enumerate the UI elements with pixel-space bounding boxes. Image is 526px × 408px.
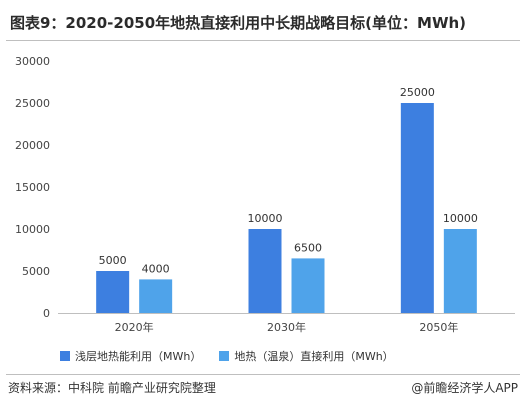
y-tick-label-6: 30000 — [15, 55, 50, 68]
bar-1-0 — [248, 229, 282, 313]
x-tick-label-1: 2030年 — [267, 320, 306, 334]
data-label-2-0: 25000 — [400, 86, 435, 99]
legend-swatch-series1 — [60, 351, 70, 361]
y-tick-label-5: 25000 — [15, 97, 50, 110]
bar-1-1 — [291, 258, 325, 313]
chart-title: 图表9：2020-2050年地热直接利用中长期战略目标(单位：MWh) — [10, 14, 467, 32]
legend-swatch-series2 — [219, 351, 230, 361]
legend-label-series1: 浅层地热能利用（MWh） — [75, 350, 202, 363]
data-label-1-1: 6500 — [294, 241, 322, 254]
brand-credit: @前瞻经济学人APP — [411, 381, 518, 395]
data-label-0-1: 4000 — [142, 262, 170, 275]
x-tick-label-2: 2050年 — [419, 320, 458, 334]
bar-chart: 0 5000 10000 15000 20000 25000 30000 5000 4000 20… — [15, 55, 515, 334]
y-tick-label-0: 0 — [43, 307, 50, 320]
chart-legend: 浅层地热能利用（MWh） 地热（温泉）直接利用（MWh） — [60, 348, 394, 364]
y-tick-label-4: 20000 — [15, 139, 50, 152]
bar-2-1 — [443, 229, 477, 313]
y-tick-label-1: 5000 — [22, 265, 50, 278]
legend-item-series1: 浅层地热能利用（MWh） — [60, 348, 201, 364]
legend-label-series2: 地热（温泉）直接利用（MWh） — [234, 350, 394, 363]
title-divider — [6, 40, 520, 41]
footer-divider — [6, 374, 520, 375]
y-tick-label-2: 10000 — [15, 223, 50, 236]
bar-0-1 — [139, 279, 173, 313]
bar-2-0 — [400, 103, 434, 313]
legend-item-series2: 地热（温泉）直接利用（MWh） — [219, 348, 394, 364]
data-label-0-0: 5000 — [99, 254, 127, 267]
y-tick-label-3: 15000 — [15, 181, 50, 194]
bar-0-0 — [96, 271, 130, 313]
x-tick-label-0: 2020年 — [115, 320, 154, 334]
data-label-1-0: 10000 — [248, 212, 283, 225]
data-label-2-1: 10000 — [443, 212, 478, 225]
source-note: 资料来源：中科院 前瞻产业研究院整理 — [8, 381, 216, 395]
